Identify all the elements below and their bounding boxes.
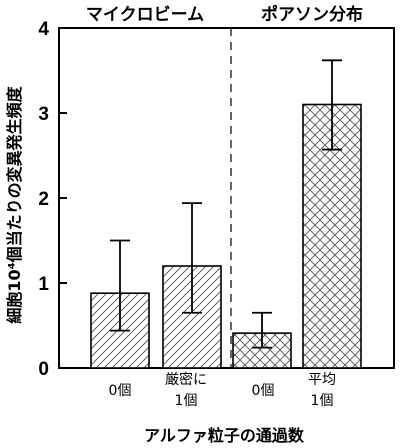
y-axis-title: 細胞10⁴個当たりの変異発生頻度 [5, 85, 24, 323]
y-tick-label: 0 [38, 359, 49, 380]
category-label-1: 0個 [109, 383, 132, 399]
header-poisson: ポアソン分布 [261, 4, 363, 25]
x-axis-title: アルファ粒子の通過数 [144, 426, 305, 445]
x-axis-categories: 0個 厳密に 1個 0個 平均 1個 [109, 371, 336, 409]
category-label-4-line1: 平均 [308, 372, 336, 388]
bar [232, 332, 292, 369]
category-label-2-line2: 1個 [175, 393, 198, 409]
y-tick-label: 4 [38, 19, 49, 40]
y-tick-label: 3 [38, 104, 49, 125]
y-tick-label: 2 [38, 189, 49, 210]
category-label-4-line2: 1個 [311, 393, 334, 409]
y-axis: 0 1 2 3 4 [38, 19, 67, 380]
category-label-2-line1: 厳密に [165, 371, 207, 388]
y-tick-label: 1 [38, 274, 49, 295]
header-microbeam: マイクロビーム [86, 5, 204, 25]
bars-group [90, 103, 362, 369]
error-bars-group [110, 59, 342, 349]
category-label-3: 0個 [252, 383, 275, 399]
